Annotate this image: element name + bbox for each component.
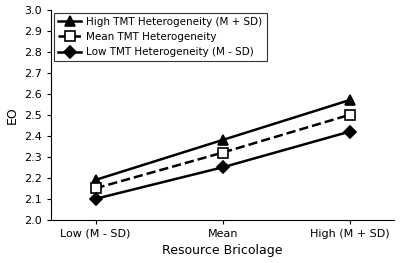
Low TMT Heterogeneity (M - SD)	[93, 197, 98, 200]
High TMT Heterogeneity (M + SD)	[220, 138, 225, 141]
Line: High TMT Heterogeneity (M + SD): High TMT Heterogeneity (M + SD)	[91, 95, 355, 185]
Mean TMT Heterogeneity	[348, 113, 352, 116]
X-axis label: Resource Bricolage: Resource Bricolage	[162, 244, 283, 257]
Mean TMT Heterogeneity	[220, 151, 225, 154]
Low TMT Heterogeneity (M - SD)	[348, 130, 352, 133]
Line: Low TMT Heterogeneity (M - SD): Low TMT Heterogeneity (M - SD)	[91, 127, 354, 203]
High TMT Heterogeneity (M + SD)	[348, 98, 352, 102]
High TMT Heterogeneity (M + SD)	[93, 178, 98, 181]
Legend: High TMT Heterogeneity (M + SD), Mean TMT Heterogeneity, Low TMT Heterogeneity (: High TMT Heterogeneity (M + SD), Mean TM…	[54, 13, 267, 62]
Line: Mean TMT Heterogeneity: Mean TMT Heterogeneity	[91, 110, 355, 193]
Mean TMT Heterogeneity	[93, 187, 98, 190]
Y-axis label: EO: EO	[6, 106, 18, 124]
Low TMT Heterogeneity (M - SD)	[220, 166, 225, 169]
